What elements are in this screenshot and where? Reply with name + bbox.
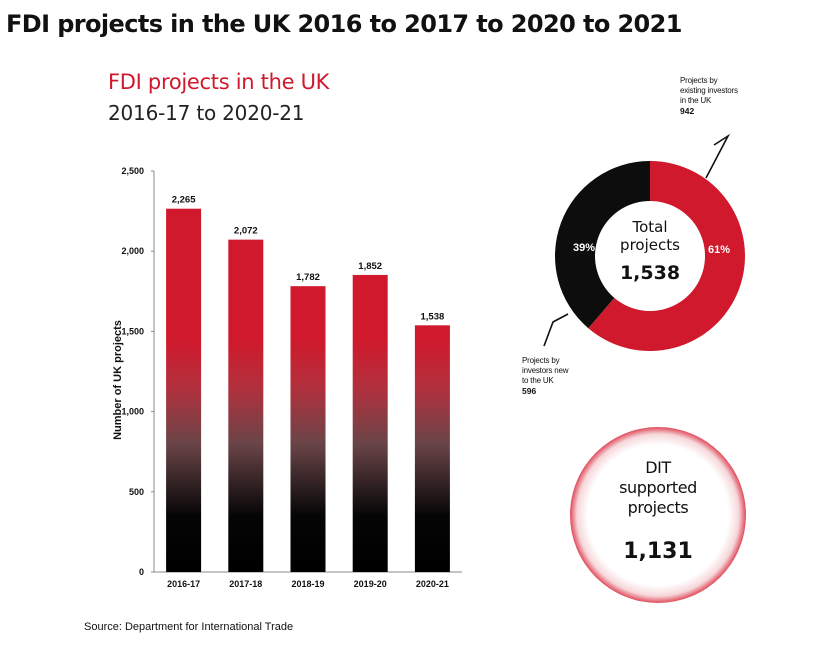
annot-existing-1: Projects by [680, 76, 718, 85]
x-tick-label: 2019-20 [354, 579, 387, 589]
source-note: Source: Department for International Tra… [84, 621, 294, 633]
x-tick-label: 2018-19 [291, 579, 324, 589]
bar-2020-21 [414, 325, 450, 572]
y-tick-label: 0 [139, 567, 144, 577]
annot-existing-3: in the UK [680, 96, 712, 105]
bar-series: 2,265 2016-17 2,072 2017-18 1,782 2018-19 1,85… [166, 195, 450, 589]
bar-2017-18 [228, 239, 264, 573]
x-tick-label: 2020-21 [416, 579, 449, 589]
bar-value-label: 1,538 [421, 311, 445, 322]
dit-label-2: supported [619, 478, 697, 497]
page-title: FDI projects in the UK 2016 to 2017 to 2… [6, 10, 682, 38]
dit-value: 1,131 [623, 539, 693, 564]
bar-value-label: 1,782 [296, 272, 320, 283]
annot-existing-2: existing investors [680, 86, 738, 95]
leader-line-existing [705, 133, 731, 179]
y-tick-label: 2,500 [121, 166, 144, 176]
bar-value-label: 1,852 [358, 261, 382, 272]
annot-new-value: 596 [522, 386, 536, 396]
donut-center-label-1: Total [631, 218, 667, 236]
chart-subtitle: 2016-17 to 2020-21 [108, 101, 305, 125]
dit-label-1: DIT [645, 458, 671, 477]
bar-value-label: 2,265 [172, 195, 196, 206]
x-tick-label: 2016-17 [167, 579, 200, 589]
pct-label-existing: 61% [708, 244, 730, 256]
annot-new-2: investors new [522, 366, 569, 375]
donut-slice-existing [588, 161, 745, 352]
y-tick-label: 1,000 [121, 407, 144, 417]
dit-circle [570, 427, 746, 603]
donut-hole [611, 217, 689, 295]
donut-center-value: 1,538 [620, 262, 680, 284]
y-tick-label: 500 [129, 487, 144, 497]
donut-slices [555, 161, 745, 352]
annot-new-1: Projects by [522, 356, 560, 365]
bar-y-axis: 0 500 1,000 1,500 2,000 2,500 [121, 166, 462, 577]
annot-existing-value: 942 [680, 106, 694, 116]
dit-label-3: projects [628, 498, 689, 517]
y-tick-label: 2,000 [121, 246, 144, 256]
pct-label-new: 39% [573, 242, 595, 254]
donut-center-label-2: projects [620, 236, 680, 254]
x-tick-label: 2017-18 [229, 579, 262, 589]
bar-value-label: 2,072 [234, 226, 258, 237]
y-axis-title: Number of UK projects [112, 320, 124, 440]
chart-title: FDI projects in the UK [108, 70, 330, 94]
bar-2016-17 [166, 208, 202, 572]
annot-new-3: to the UK [522, 376, 554, 385]
donut-slice-new [555, 161, 650, 329]
bar-2019-20 [352, 274, 388, 572]
y-tick-label: 1,500 [121, 326, 144, 336]
bar-2018-19 [290, 286, 326, 572]
leader-line-new [543, 313, 569, 347]
